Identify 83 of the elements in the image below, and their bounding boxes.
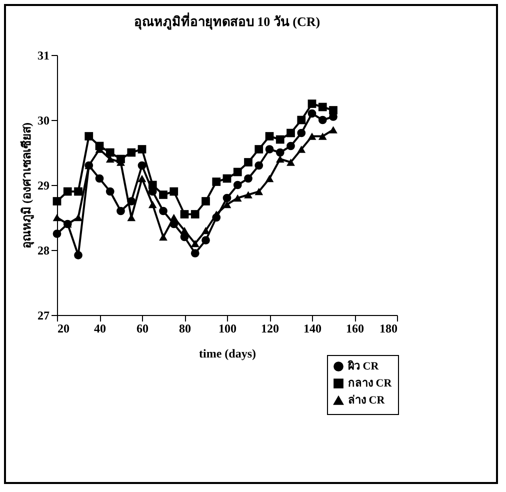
point bbox=[276, 135, 284, 144]
point bbox=[148, 180, 157, 190]
point bbox=[297, 146, 306, 153]
point bbox=[63, 187, 72, 196]
x-tick-label: 120 bbox=[261, 322, 279, 336]
point bbox=[233, 168, 242, 176]
point bbox=[286, 142, 295, 150]
point bbox=[138, 145, 146, 154]
point bbox=[190, 240, 200, 248]
y-tick-label: 31 bbox=[38, 48, 50, 62]
point bbox=[159, 233, 168, 241]
point bbox=[159, 206, 168, 216]
chart-title: อุณหภูมิที่อายุทดสอบ 10 วัน (CR) bbox=[134, 12, 320, 30]
point bbox=[265, 174, 274, 182]
point bbox=[180, 210, 189, 218]
point bbox=[286, 128, 295, 138]
point bbox=[254, 161, 264, 170]
point bbox=[74, 214, 82, 222]
point bbox=[190, 249, 200, 258]
x-axis-title: time (days) bbox=[199, 346, 256, 360]
point bbox=[202, 197, 210, 206]
point bbox=[308, 109, 316, 118]
x-tick-label: 100 bbox=[218, 322, 236, 336]
point bbox=[170, 187, 178, 196]
point bbox=[127, 197, 136, 206]
point bbox=[116, 206, 125, 216]
point bbox=[276, 148, 284, 157]
point bbox=[74, 187, 82, 196]
point bbox=[244, 191, 252, 198]
legend-label: ล่าง CR bbox=[348, 394, 386, 406]
point bbox=[95, 174, 104, 183]
y-tick-label: 28 bbox=[38, 244, 50, 258]
point bbox=[138, 174, 146, 182]
point bbox=[308, 132, 316, 140]
point bbox=[52, 197, 62, 206]
x-tick-label: 180 bbox=[380, 322, 398, 336]
point bbox=[84, 132, 94, 140]
point bbox=[244, 158, 252, 166]
point bbox=[148, 200, 157, 208]
point bbox=[138, 161, 146, 170]
point bbox=[308, 100, 316, 108]
y-tick-label: 30 bbox=[38, 114, 50, 128]
point bbox=[127, 148, 136, 157]
y-tick-label: 29 bbox=[38, 178, 50, 192]
x-tick-label: 80 bbox=[179, 322, 191, 336]
point bbox=[254, 188, 264, 196]
point bbox=[318, 102, 327, 112]
point bbox=[106, 148, 114, 157]
y-tick-label: 27 bbox=[38, 308, 50, 322]
point bbox=[254, 145, 264, 154]
point bbox=[212, 178, 221, 186]
point bbox=[233, 194, 242, 202]
point bbox=[52, 214, 62, 222]
point bbox=[180, 226, 189, 234]
point bbox=[297, 128, 306, 138]
point bbox=[329, 126, 338, 134]
point bbox=[297, 116, 306, 124]
point bbox=[233, 180, 242, 190]
point bbox=[318, 132, 327, 140]
point bbox=[52, 230, 62, 238]
point bbox=[286, 158, 295, 166]
legend-label: ผิว CR bbox=[347, 360, 380, 372]
y-axis-title: อุณหภูมิ (องศาเซลเซียส) bbox=[20, 122, 34, 248]
point bbox=[222, 194, 232, 202]
point bbox=[244, 174, 252, 183]
x-tick-label: 20 bbox=[58, 322, 70, 336]
point bbox=[265, 132, 274, 140]
point bbox=[329, 106, 338, 114]
point bbox=[265, 145, 274, 154]
point bbox=[222, 174, 232, 183]
point bbox=[170, 214, 178, 222]
point bbox=[202, 226, 210, 234]
x-tick-label: 140 bbox=[304, 322, 322, 336]
point bbox=[190, 210, 200, 218]
x-tick-label: 160 bbox=[346, 322, 364, 336]
x-tick-label: 60 bbox=[136, 322, 148, 336]
legend-label: กลาง CR bbox=[348, 378, 393, 390]
point bbox=[74, 251, 82, 260]
point bbox=[202, 236, 210, 244]
x-tick-label: 40 bbox=[94, 322, 106, 336]
point bbox=[159, 190, 168, 199]
point bbox=[318, 116, 327, 124]
point bbox=[106, 187, 114, 196]
